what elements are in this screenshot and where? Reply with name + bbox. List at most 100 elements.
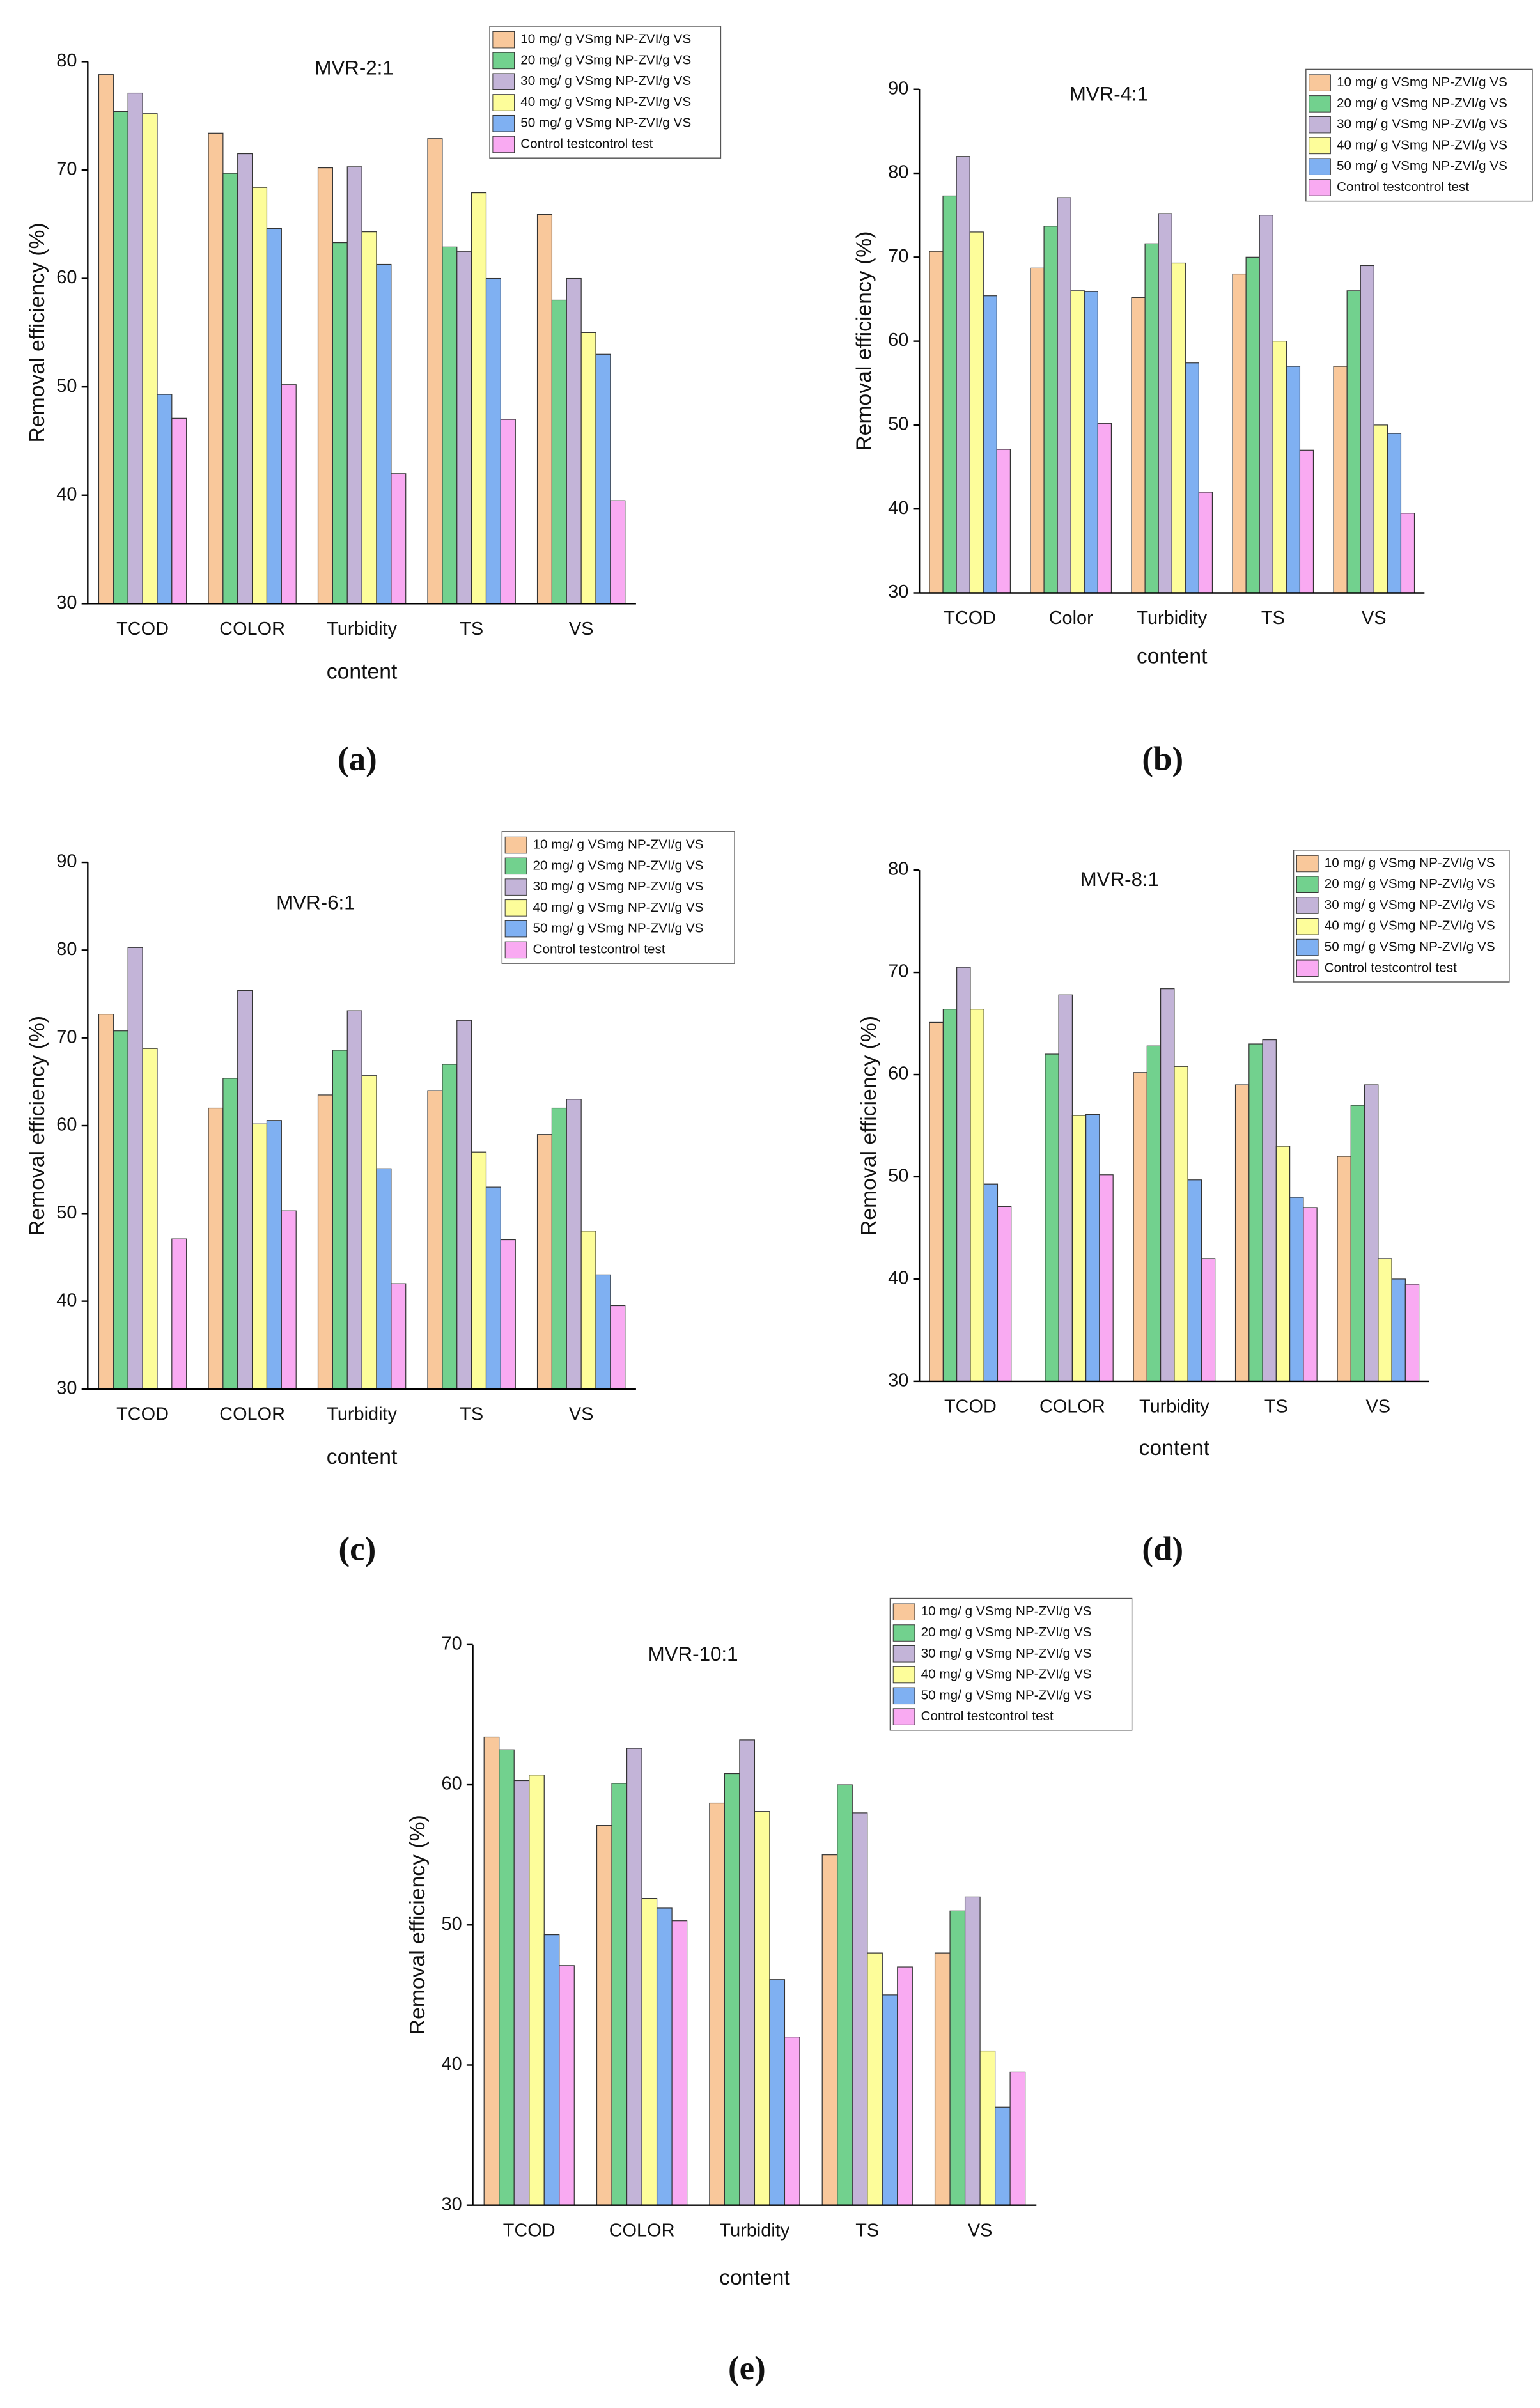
legend-swatch [892,1645,915,1663]
legend-label: 30 mg/ g VSmg NP-ZVI/g VS [921,1646,1092,1661]
legend-swatch [504,878,527,896]
legend-label: 10 mg/ g VSmg NP-ZVI/g VS [1337,75,1507,89]
legend-box [1293,850,1510,983]
bar [332,242,348,604]
legend-label: Control testcontrol test [1325,960,1457,975]
bar [536,1134,553,1390]
y-axis-label: Removal efficiency (%) [857,1016,881,1236]
bar [551,299,567,604]
bar [442,246,458,604]
bar [1289,1197,1304,1382]
bar [536,214,553,604]
x-tick-label: Turbidity [720,2220,790,2241]
bar [1084,291,1098,594]
y-tick-label: 80 [888,162,908,183]
x-tick-label: TCOD [116,1404,169,1425]
legend-label: 20 mg/ g VSmg NP-ZVI/g VS [921,1625,1092,1640]
x-tick-label: TS [1261,608,1285,628]
bar [98,74,114,604]
bar [1057,197,1071,594]
bar [1158,213,1172,594]
bar [821,1854,838,2206]
y-tick-label: 40 [56,484,77,504]
y-tick-label: 60 [56,267,77,288]
y-tick-label: 50 [888,414,908,435]
y-tick-label: 70 [442,1633,462,1654]
bar [237,153,253,604]
y-tick-label: 50 [888,1166,908,1186]
bar [391,1283,407,1390]
panel: 30 40 50 60 70 80 90 TCOD COLOR Turbidity TS VS MVR-… [25,831,735,1567]
bar [266,228,282,604]
bar [566,1099,582,1390]
y-tick-label: 80 [56,50,77,71]
bar [157,394,173,604]
legend-label: 10 mg/ g VSmg NP-ZVI/g VS [533,837,704,852]
x-tick-label: VS [569,619,594,639]
legend-swatch [1309,158,1331,175]
bar [929,1021,944,1382]
bar [882,1994,898,2206]
bar [1286,366,1301,594]
bar [1245,256,1260,594]
bar [1337,1156,1351,1382]
bar [1131,297,1146,594]
legend-swatch [1296,876,1319,894]
bar [1185,362,1199,594]
legend-swatch [1309,74,1331,91]
x-tick-label: TS [855,2220,879,2241]
bar [983,1183,999,1382]
bar [994,2106,1011,2206]
bar [332,1050,348,1390]
bar [483,1736,500,2206]
legend-swatch [492,73,515,90]
bar [1364,1084,1379,1382]
bar [1373,424,1388,594]
bar [376,1168,392,1390]
bar [266,1120,282,1390]
x-tick-label: VS [569,1404,594,1425]
bar [1009,2071,1026,2206]
bar [427,1090,443,1390]
bar [171,1238,187,1390]
legend-swatch [892,1666,915,1684]
bar [251,187,268,604]
y-tick-label: 60 [888,330,908,350]
x-tick-label: COLOR [219,619,285,639]
legend-swatch [504,836,527,854]
y-tick-label: 40 [442,2054,462,2074]
bar [1360,265,1374,594]
legend-label: 40 mg/ g VSmg NP-ZVI/g VS [921,1667,1092,1682]
x-axis-label: content [1137,644,1208,669]
bar [1160,988,1175,1382]
bar [929,251,944,594]
bar [1259,215,1273,594]
bar [127,947,143,1390]
bar [113,111,128,604]
bar [1391,1278,1406,1382]
legend-swatch [1296,897,1319,914]
legend-swatch [504,857,527,875]
bar [485,1186,501,1390]
legend-label: 40 mg/ g VSmg NP-ZVI/g VS [520,95,691,109]
bar [499,1749,515,2206]
legend-label: 40 mg/ g VSmg NP-ZVI/g VS [1325,919,1495,933]
legend-swatch [892,1603,915,1621]
panel-caption: (b) [1142,741,1183,778]
y-tick-label: 90 [56,851,77,872]
bar [471,1151,487,1390]
legend-swatch [1296,918,1319,935]
legend-swatch [892,1708,915,1725]
panel: 30 40 50 60 70 TCOD COLOR Turbidity TS VS MVR-10:1… [405,1597,1133,2387]
bar [1070,290,1085,594]
y-tick-label: 30 [56,1378,77,1399]
bar [769,1979,786,2206]
y-tick-label: 50 [56,1202,77,1223]
legend-swatch [504,941,527,959]
bar [1198,492,1213,594]
x-axis-label: content [719,2265,790,2290]
bar [983,295,997,594]
bar [529,1775,545,2206]
bar [1133,1072,1147,1382]
